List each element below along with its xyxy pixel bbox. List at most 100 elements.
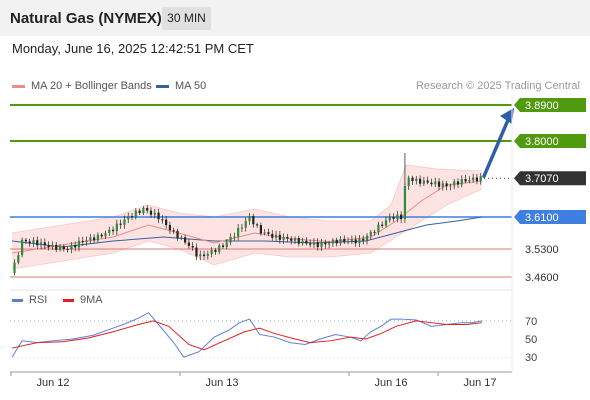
candle-body: [331, 239, 335, 244]
candle-body: [115, 223, 118, 232]
level-tag-resistance-1: [514, 134, 586, 148]
legend-9ma: 9MA: [63, 294, 103, 306]
candle-body: [377, 224, 380, 233]
candle-body: [343, 238, 346, 243]
candle-body: [309, 243, 312, 245]
candle-body: [248, 216, 251, 222]
legend-rsi: RSI: [12, 294, 47, 306]
bollinger-lower-line: [11, 188, 483, 270]
forecast-arrowhead: [500, 108, 514, 124]
candle-body: [221, 245, 225, 247]
candle-body: [157, 212, 160, 220]
candle-body: [172, 230, 175, 232]
candle-body: [464, 178, 467, 182]
candle-body: [290, 238, 293, 241]
rsi-tick-30: 30: [525, 352, 537, 364]
candle-body: [55, 244, 58, 250]
candle-body: [437, 181, 441, 187]
candle-body: [58, 246, 62, 250]
candle-body: [369, 231, 372, 236]
candle-body: [149, 210, 153, 215]
rsi-series-rsi: [11, 312, 483, 358]
candle-body: [449, 185, 452, 187]
level-tag-last-2: [514, 171, 586, 186]
chart-datetime: Monday, June 16, 2025 12:42:51 PM CET: [12, 41, 254, 56]
candle-body: [142, 207, 145, 214]
candle-body: [32, 240, 35, 244]
candle-body: [183, 237, 187, 243]
candle-body: [214, 249, 217, 253]
level-label-pivot-3: 3.6100: [525, 212, 559, 224]
candle-body: [422, 180, 425, 184]
candle-body: [271, 233, 274, 238]
candle-body: [96, 234, 100, 241]
candle-body: [381, 224, 384, 226]
candle-body: [460, 178, 463, 185]
candle-body: [362, 238, 365, 241]
candle-body: [441, 183, 444, 187]
candle-body: [237, 227, 240, 237]
candle-body: [70, 245, 73, 250]
candle-body: [434, 181, 437, 185]
candle-body: [36, 240, 39, 246]
candle-body: [93, 237, 96, 241]
level-tag-pivot-3: [514, 210, 586, 224]
legend-swatch-ma20: [12, 84, 25, 88]
rsi-tick-70: 70: [525, 316, 537, 328]
candle-body: [358, 238, 361, 244]
instrument-title: Natural Gas (NYMEX): [10, 10, 162, 27]
candle-body: [396, 214, 399, 219]
timeframe-button[interactable]: 30 MIN: [162, 7, 211, 30]
ma50-line: [11, 216, 483, 248]
candle-body: [17, 255, 20, 263]
candle-body: [259, 225, 262, 234]
candle-body: [339, 238, 342, 244]
candle-body: [350, 239, 353, 242]
candle-body: [297, 238, 300, 244]
candle-body: [74, 245, 77, 248]
legend-label-ma50: MA 50: [175, 80, 207, 92]
candle-body: [168, 225, 172, 231]
candle-body: [153, 212, 156, 215]
candle-body: [89, 237, 92, 241]
candle-body: [176, 230, 179, 239]
candle-body: [85, 240, 88, 243]
candle-body: [119, 223, 122, 225]
candle-body: [218, 245, 221, 253]
candle-body: [384, 220, 388, 226]
candle-body: [256, 224, 259, 226]
candle-body: [43, 242, 46, 246]
candle-body: [108, 229, 111, 233]
rsi-series-9ma: [11, 320, 483, 351]
candle-body: [104, 232, 107, 237]
candle-body: [453, 181, 456, 186]
candle-body: [138, 210, 141, 214]
candle-body: [111, 229, 115, 232]
level-label-last-2: 3.7070: [525, 173, 559, 185]
candle-body: [274, 234, 278, 238]
candle-body: [415, 178, 418, 182]
candle-body: [252, 216, 255, 225]
candle-body: [365, 235, 369, 241]
candle-body: [278, 234, 281, 240]
candle-body: [388, 217, 391, 221]
legend-swatch-9ma: [63, 298, 74, 302]
candle-body: [62, 246, 65, 250]
candle-body: [403, 185, 407, 220]
x-tick-label-1: Jun 13: [205, 377, 238, 389]
candle-body: [187, 242, 190, 246]
candle-body: [66, 249, 69, 251]
candle-body: [229, 236, 232, 243]
candle-body: [316, 242, 319, 248]
research-credit: Research © 2025 Trading Central: [415, 80, 580, 92]
candle-body: [233, 236, 236, 238]
candle-body: [28, 241, 31, 244]
candle-body: [199, 254, 202, 257]
candle-body: [47, 245, 50, 248]
candle-body: [127, 216, 130, 220]
candle-body: [468, 180, 471, 182]
candle-body: [373, 231, 376, 233]
candle-body: [324, 242, 327, 245]
candle-body: [407, 177, 410, 186]
